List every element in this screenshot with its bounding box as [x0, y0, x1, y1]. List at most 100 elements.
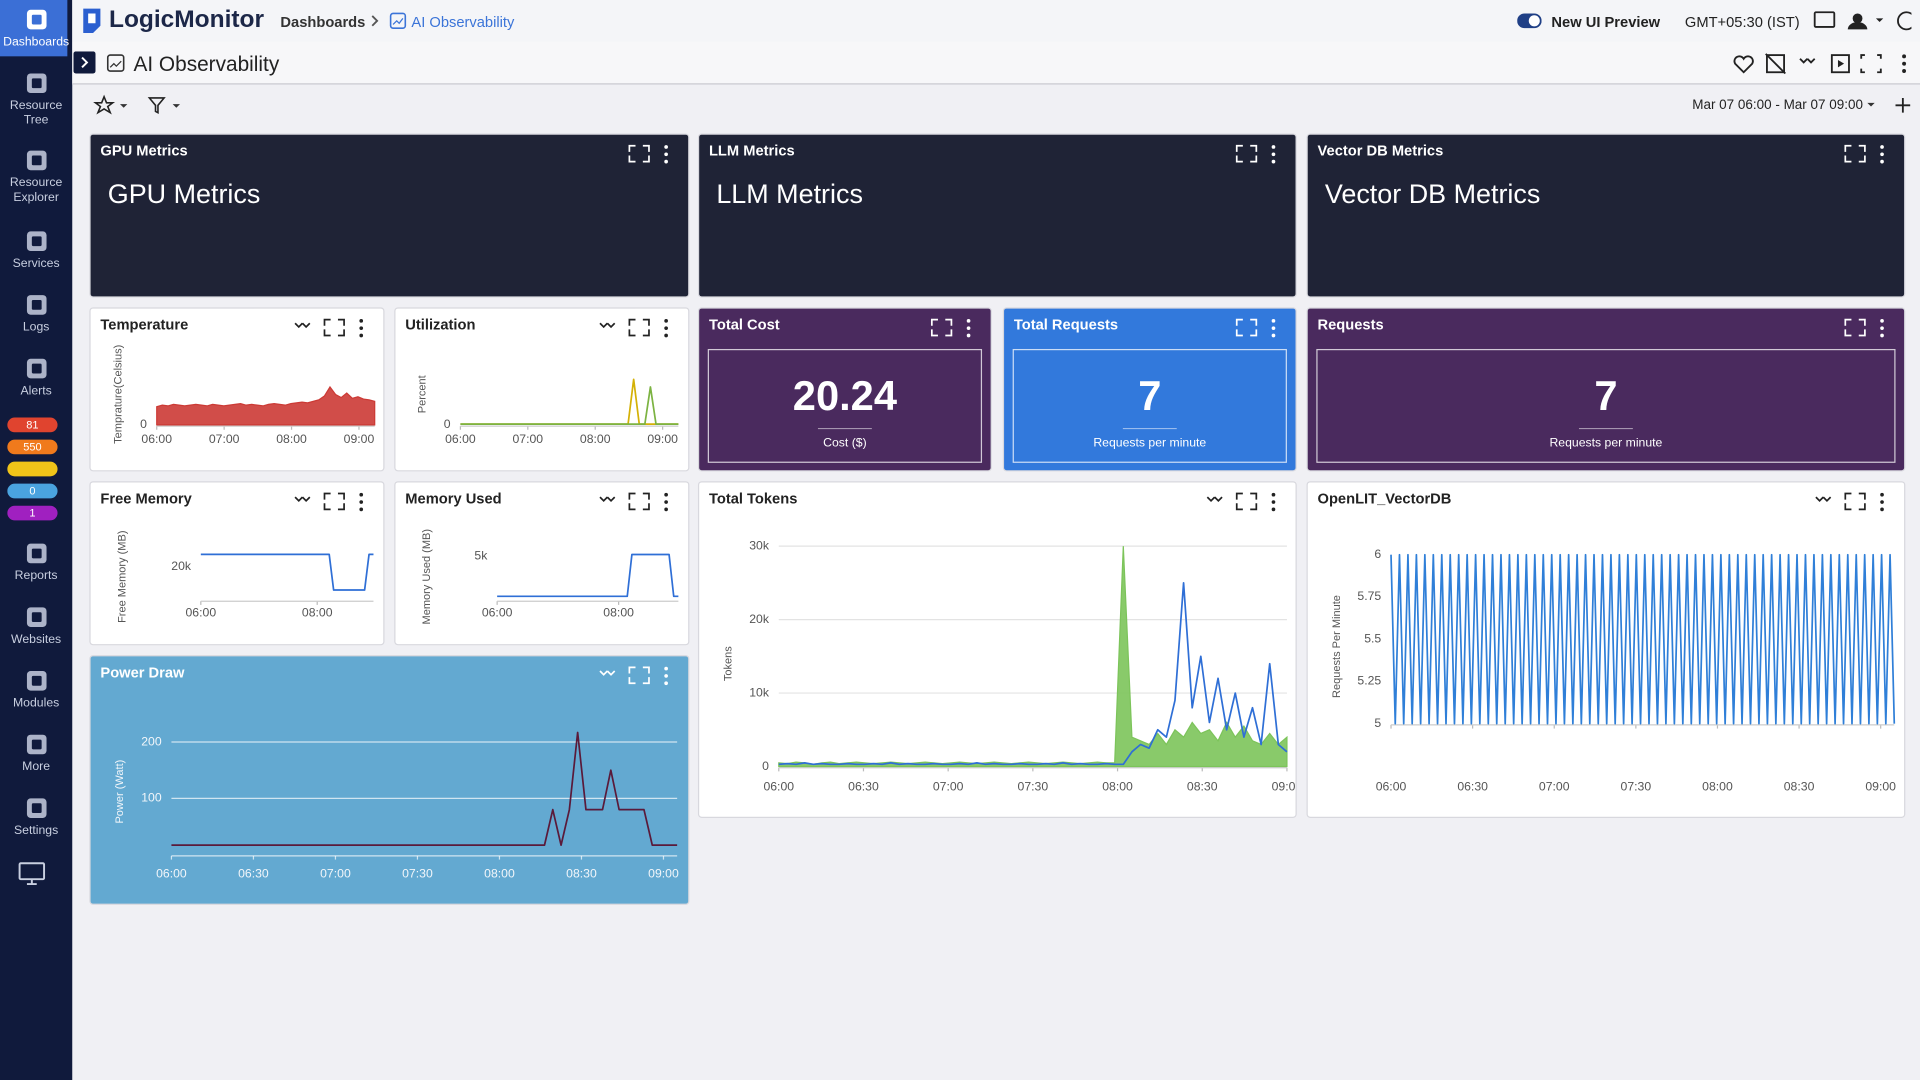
y-tick-label: 200 [141, 734, 162, 748]
nav-item[interactable]: Websites [0, 604, 72, 648]
y-tick-label: 5.25 [1357, 674, 1381, 688]
menu-dot [1880, 500, 1884, 504]
alert-badge[interactable]: 81 [7, 417, 58, 433]
expand-icon[interactable] [628, 666, 650, 685]
timezone[interactable]: GMT+05:30 (IST) [1684, 13, 1800, 31]
widget: Requests 7 Requests per minute [1307, 308, 1905, 471]
expand-icon[interactable] [1235, 318, 1258, 337]
value-frame [1012, 348, 1287, 463]
nav-item[interactable]: Resource Tree [0, 70, 72, 129]
widget-title: Power Draw [100, 665, 185, 681]
menu-dot [1271, 318, 1276, 323]
expand-icon[interactable] [1235, 144, 1258, 163]
widget-title: Temperature [100, 318, 188, 334]
widget-title: GPU Metrics [100, 144, 187, 160]
expand-icon[interactable] [1844, 492, 1866, 511]
x-tick-label: 06:00 [156, 867, 187, 881]
nav-label: Settings [13, 824, 59, 838]
y-tick-label: 20k [749, 612, 770, 626]
widget-title: Total Tokens [709, 491, 797, 507]
chart-options-icon[interactable] [294, 496, 311, 503]
icon-shape [31, 612, 42, 623]
expand-icon[interactable] [1844, 144, 1866, 163]
x-tick-label: 09:00 [344, 432, 375, 446]
expand-icon[interactable] [930, 318, 953, 337]
value-frame [1316, 348, 1896, 463]
nav-icon [26, 73, 46, 94]
widget-canvas: Free Memory Free Memory (MB) 20k 06:00 08:00 [100, 491, 374, 623]
menu-dot [1880, 318, 1884, 323]
dashboard-title: AI Observability [133, 52, 280, 76]
breadcrumb[interactable]: Dashboards [280, 13, 366, 31]
widget-title: Vector DB Metrics [1318, 144, 1444, 160]
area-series [778, 546, 1288, 768]
expand-icon[interactable] [628, 492, 650, 511]
nav-icon [26, 150, 46, 171]
nav-item[interactable]: Reports [0, 540, 72, 584]
y-axis-label: Free Memory (MB) [116, 531, 128, 623]
value-label: Cost ($) [823, 435, 867, 449]
x-tick-label: 08:00 [484, 867, 515, 881]
nav-item[interactable]: Modules [0, 667, 72, 711]
alert-badge[interactable] [7, 461, 58, 477]
chart-options-icon[interactable] [599, 496, 616, 503]
icon-shape [18, 862, 46, 881]
nav-label: Logs [22, 320, 50, 335]
nav-item[interactable]: Resource Explorer [0, 147, 72, 206]
chart-options-icon[interactable] [1206, 496, 1223, 503]
nav-item[interactable]: Services [0, 228, 72, 272]
icon-shape [31, 548, 42, 559]
expand-icon[interactable] [1235, 492, 1258, 511]
alert-badge[interactable]: 550 [7, 439, 58, 455]
nav-label: Modules [12, 696, 60, 711]
menu-dot [664, 318, 668, 323]
nav-item[interactable]: Logs [0, 291, 72, 335]
toggle[interactable] [1517, 12, 1542, 29]
widget: Utilization Percent 0 06:00 07:00 08:00 09:00 [395, 308, 689, 471]
chart-options-icon[interactable] [599, 670, 616, 676]
time-actions[interactable] [1864, 96, 1913, 116]
widget-text: LLM Metrics [716, 179, 863, 209]
x-tick-label: 06:00 [186, 606, 217, 620]
time-range[interactable]: Mar 07 06:00 - Mar 07 09:00 [1692, 97, 1863, 113]
expand-icon[interactable] [628, 318, 650, 337]
nav-icon [26, 798, 46, 818]
expand-icon[interactable] [628, 144, 650, 163]
breadcrumb[interactable]: AI Observability [411, 13, 515, 31]
nav-icon [26, 231, 46, 252]
expand-nav[interactable] [73, 51, 96, 74]
dashboard-actions[interactable] [1731, 51, 1915, 75]
y-tick-label: 100 [141, 791, 162, 805]
menu-dot [1271, 507, 1276, 512]
expand-icon[interactable] [323, 492, 345, 511]
menu-dot [1880, 152, 1884, 157]
expand-icon[interactable] [323, 318, 345, 337]
menu-dot [1271, 500, 1276, 504]
chart-options-icon[interactable] [599, 322, 616, 329]
menu-dot [1880, 159, 1884, 164]
monitor-icon [18, 862, 46, 886]
nav-item[interactable]: Dashboards [0, 6, 72, 50]
chart-options-icon[interactable] [294, 322, 311, 329]
logo[interactable]: LogicMonitor [108, 6, 265, 34]
line-series [778, 582, 1288, 766]
dashboard-icon [106, 54, 125, 72]
nav-item[interactable]: Alerts [0, 355, 72, 399]
widget-title: Total Requests [1014, 318, 1118, 334]
alert-badge[interactable]: 0 [7, 483, 58, 499]
x-tick-label: 08:30 [1187, 780, 1218, 794]
toolbar-icons[interactable] [93, 94, 185, 116]
x-tick-label: 08:00 [580, 432, 611, 446]
header-icons[interactable] [1813, 10, 1912, 32]
nav-item[interactable]: More [0, 731, 72, 775]
preview-label: New UI Preview [1551, 13, 1661, 31]
chart-options-icon[interactable] [1815, 496, 1832, 503]
nav-label: More [22, 760, 51, 774]
alert-badge[interactable]: 1 [7, 505, 58, 521]
menu-dot [1880, 333, 1884, 338]
widget: Temperature Temprature(Celsius) 0 06:00 07:0… [90, 308, 384, 471]
nav-item[interactable]: Settings [0, 795, 72, 839]
y-axis-label: Temprature(Celsius) [113, 345, 125, 444]
title-bar: AI Observability [72, 41, 1920, 85]
expand-icon[interactable] [1844, 318, 1866, 337]
